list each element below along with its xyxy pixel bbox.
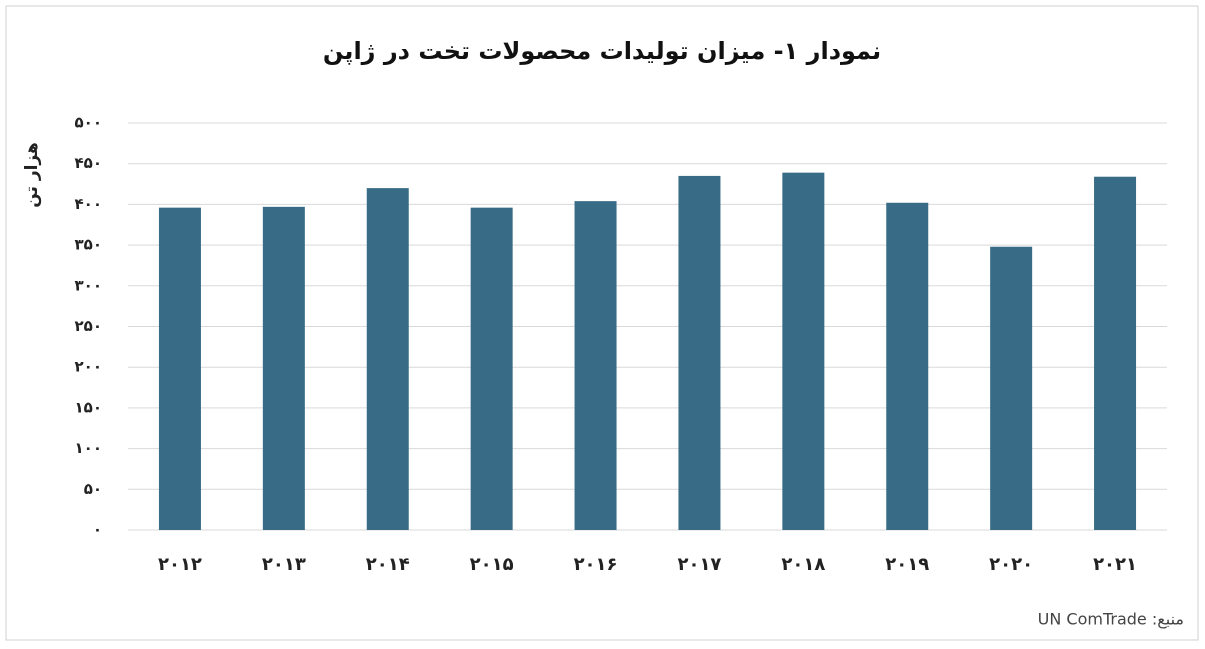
chart-title: نمودار ۱- میزان تولیدات محصولات تخت در ژ… <box>323 37 881 65</box>
y-tick-label: ۰ <box>93 521 102 539</box>
bar <box>262 206 305 531</box>
y-axis-label: هزار تن <box>22 142 42 208</box>
bar <box>158 207 201 530</box>
bar <box>574 201 617 531</box>
x-tick-label: ۲۰۱۴ <box>366 554 410 575</box>
y-tick-label: ۲۰۰ <box>75 358 102 376</box>
y-tick-label: ۲۵۰ <box>75 317 102 335</box>
bar <box>886 202 929 530</box>
x-tick-label: ۲۰۱۳ <box>262 554 306 575</box>
x-tick-label: ۲۰۱۵ <box>470 554 514 575</box>
y-tick-label: ۴۰۰ <box>75 195 102 213</box>
x-tick-label: ۲۰۲۱ <box>1093 554 1137 575</box>
y-tick-label: ۳۰۰ <box>75 276 102 294</box>
y-tick-label: ۱۵۰ <box>75 398 102 416</box>
bar <box>1094 176 1137 530</box>
bar <box>782 172 825 531</box>
x-tick-label: ۲۰۱۲ <box>158 554 202 575</box>
y-tick-label: ۵۰ <box>84 480 102 498</box>
bar <box>366 188 409 530</box>
source: منبع: UN ComTrade <box>1038 610 1184 630</box>
bar <box>678 175 721 530</box>
x-tick-label: ۲۰۱۶ <box>574 554 618 575</box>
y-tick-label: ۵۰۰ <box>75 114 102 132</box>
bar <box>990 246 1033 530</box>
x-tick-label: ۲۰۱۹ <box>885 554 929 575</box>
y-tick-label: ۴۵۰ <box>75 154 102 172</box>
y-tick-label: ۱۰۰ <box>75 439 102 457</box>
x-tick-label: ۲۰۱۷ <box>677 554 721 575</box>
x-tick-label: ۲۰۱۸ <box>781 554 825 575</box>
x-tick-label: ۲۰۲۰ <box>989 554 1033 575</box>
y-tick-label: ۳۵۰ <box>75 236 102 254</box>
bar <box>470 207 513 530</box>
